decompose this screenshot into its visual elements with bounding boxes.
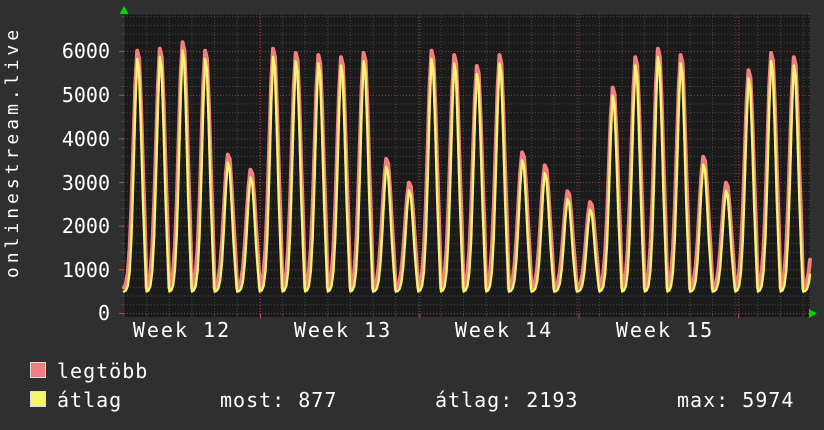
legend-swatch-max (30, 362, 46, 378)
y-tick-label: 6000 (61, 39, 110, 63)
x-tick-label: Week 14 (454, 318, 554, 342)
x-tick-label: Week 12 (132, 318, 232, 342)
legend-swatch-avg (30, 391, 46, 407)
legend-label-max: legtöbb (57, 359, 149, 383)
x-tick-label: Week 15 (615, 318, 715, 342)
y-axis-tick-labels: 6000 5000 4000 3000 2000 1000 0 (0, 0, 110, 340)
y-tick-label: 1000 (61, 258, 110, 282)
y-tick-label: 4000 (61, 127, 110, 151)
legend-label-avg: átlag (57, 388, 123, 412)
stat-atlag: átlag: 2193 (435, 388, 579, 412)
x-axis-week-labels: Week 12 Week 13 Week 14 Week 15 (132, 318, 715, 342)
y-tick-label: 2000 (61, 214, 110, 238)
chart-svg (119, 6, 817, 319)
y-tick-label: 5000 (61, 83, 110, 107)
x-tick-label: Week 13 (293, 318, 393, 342)
stat-most: most: 877 (220, 388, 338, 412)
legend: legtöbb átlag most: 877 átlag: 2193 max:… (0, 355, 824, 425)
stat-max: max: 5974 (677, 388, 795, 412)
legend-row-max: legtöbb (0, 360, 824, 382)
y-tick-label: 3000 (61, 171, 110, 195)
y-tick-label: 0 (97, 301, 110, 325)
legend-row-avg: átlag most: 877 átlag: 2193 max: 5974 (0, 389, 824, 411)
